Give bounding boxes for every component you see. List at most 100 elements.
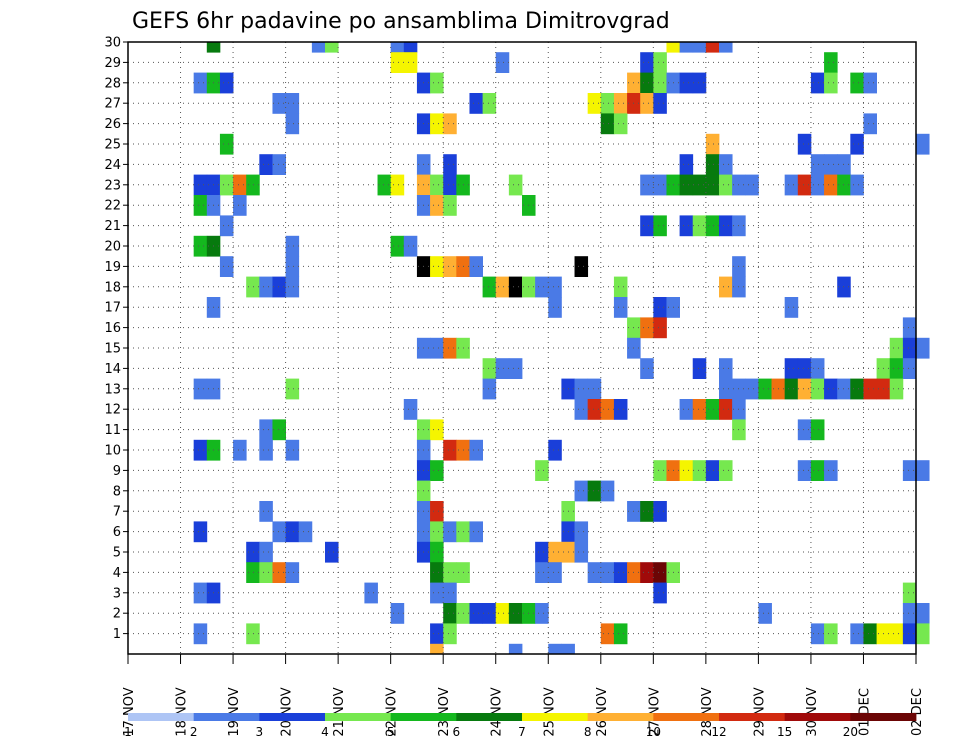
x-tick-label: 23 NOV (437, 687, 452, 736)
heatmap-cell (259, 541, 273, 563)
heatmap-cell (653, 562, 667, 583)
colorbar-label: 20 (843, 725, 858, 739)
heatmap-cell (640, 562, 654, 583)
heatmap-cell (259, 501, 273, 522)
colorbar-segment (128, 713, 195, 721)
heatmap-cell (653, 174, 667, 196)
heatmap-cell (469, 521, 483, 543)
heatmap-cell (587, 378, 602, 400)
heatmap-cell (705, 215, 720, 237)
heatmap-cell (390, 52, 405, 73)
heatmap-cell (219, 215, 234, 237)
heatmap-cell (285, 378, 300, 400)
heatmap-cell (430, 521, 444, 543)
heatmap-cell (613, 297, 628, 318)
heatmap-cell (390, 174, 405, 196)
heatmap-cell (640, 174, 654, 196)
plot-grid (128, 41, 916, 654)
heatmap-cell (430, 419, 444, 441)
heatmap-cell (850, 378, 864, 400)
heatmap-cell (482, 93, 497, 114)
heatmap-cell (574, 541, 589, 563)
heatmap-cell (902, 460, 917, 481)
heatmap-cell (653, 72, 667, 94)
heatmap-cell (272, 562, 286, 583)
heatmap-cell (640, 52, 654, 73)
heatmap-cell (719, 42, 733, 53)
heatmap-cell (430, 501, 444, 522)
heatmap-cell (390, 42, 405, 53)
heatmap-cell (430, 562, 444, 583)
heatmap-cell (587, 93, 602, 114)
heatmap-cell (548, 297, 562, 318)
heatmap-cell (824, 460, 838, 481)
heatmap-cell (403, 399, 418, 420)
heatmap-cell (193, 174, 208, 196)
heatmap-cell (548, 562, 562, 583)
heatmap-cell (495, 603, 510, 624)
heatmap-cell (508, 174, 523, 196)
x-tick-label: 24 NOV (490, 687, 505, 736)
heatmap-cell (640, 93, 654, 114)
y-tick-label: 21 (104, 219, 121, 234)
heatmap-cell (889, 378, 904, 400)
heatmap-cell (443, 521, 457, 543)
heatmap-cell (443, 623, 457, 645)
y-tick-label: 14 (104, 362, 121, 377)
heatmap-cell (219, 133, 234, 155)
heatmap-cell (758, 378, 772, 400)
heatmap-cell (902, 603, 917, 624)
heatmap-cell (705, 42, 720, 53)
heatmap-cell (679, 42, 694, 53)
heatmap-cell (430, 541, 444, 563)
heatmap-cell (916, 337, 930, 359)
y-tick-label: 5 (113, 546, 121, 561)
heatmap-cell (482, 358, 497, 379)
heatmap-cell (403, 42, 418, 53)
x-tick-label: 21 NOV (332, 687, 347, 736)
heatmap-cell (193, 582, 208, 604)
colorbar-label: 1 (124, 725, 132, 739)
heatmap-cell (193, 195, 208, 216)
heatmap-cell (705, 174, 720, 196)
heatmap-cell (758, 603, 772, 624)
colorbar-segment (522, 713, 589, 721)
heatmap-cell (298, 521, 313, 543)
y-tick-label: 17 (104, 301, 121, 316)
y-tick-label: 10 (104, 444, 121, 459)
heatmap-cell (587, 399, 602, 420)
heatmap-cell (719, 154, 733, 175)
y-tick-label: 8 (113, 484, 121, 499)
heatmap-cell (850, 72, 864, 94)
heatmap-cell (640, 501, 654, 522)
y-tick-label: 12 (104, 403, 121, 418)
heatmap-cell (653, 93, 667, 114)
heatmap-cell (863, 72, 877, 94)
heatmap-cell (784, 174, 799, 196)
colorbar-segment (587, 713, 654, 721)
heatmap-cell (574, 256, 589, 277)
heatmap-cell (784, 358, 799, 379)
heatmap-cell (495, 358, 510, 379)
heatmap-cell (482, 378, 497, 400)
heatmap-cell (469, 93, 483, 114)
heatmap-cell (679, 215, 694, 237)
heatmap-cell (600, 480, 615, 502)
x-tick-label: 22 NOV (385, 687, 400, 736)
colorbar-segment (193, 713, 260, 721)
heatmap-cell (548, 643, 562, 655)
colorbar-label: 10 (646, 725, 661, 739)
heatmap-cell (259, 439, 273, 461)
heatmap-cell (679, 72, 694, 94)
heatmap-cell (259, 562, 273, 583)
heatmap-cell (679, 154, 694, 175)
heatmap-cell (653, 297, 667, 318)
heatmap-cell (613, 113, 628, 135)
heatmap-cell (535, 541, 549, 563)
x-tick-label: 20 NOV (280, 687, 295, 736)
colorbar: 1 2 3 4 5 6 7 8 10 12 15 20 (124, 713, 917, 739)
heatmap-cell (443, 337, 457, 359)
y-tick-label: 27 (104, 97, 121, 112)
x-tick-label: 25 NOV (542, 687, 557, 736)
heatmap-cell (797, 378, 812, 400)
